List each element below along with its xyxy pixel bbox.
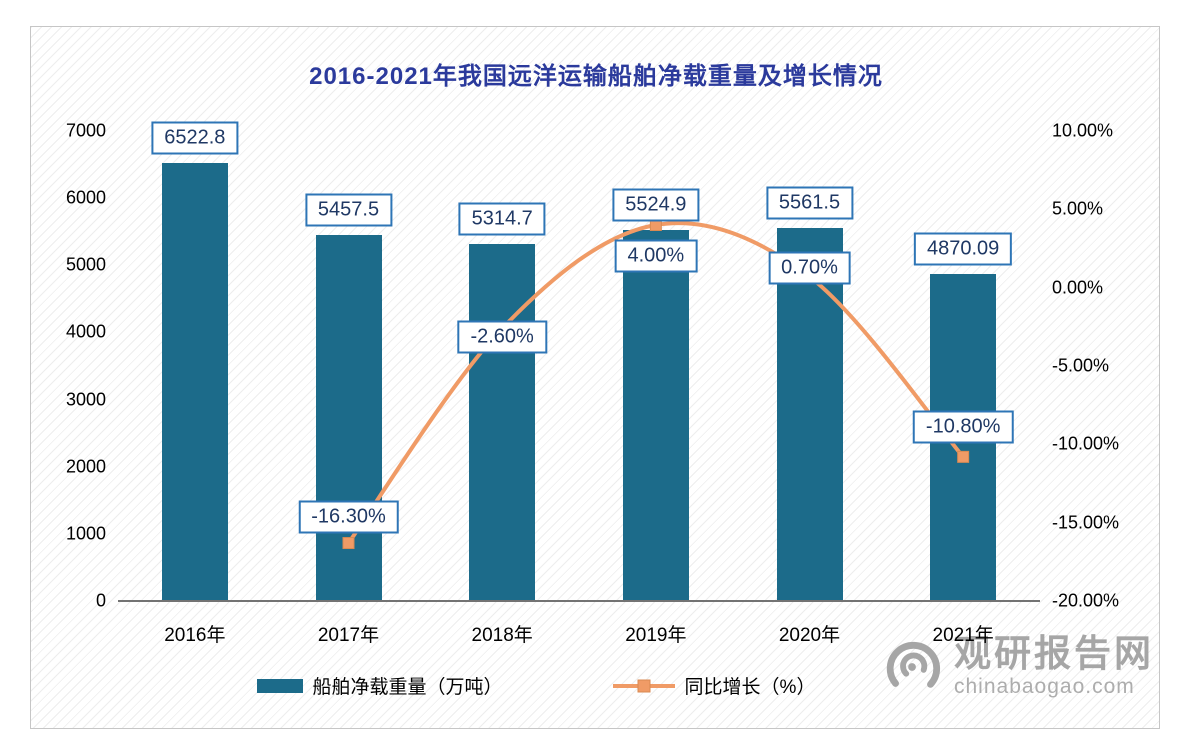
x-axis-label: 2021年 bbox=[932, 625, 994, 646]
right-axis-tick: 10.00% bbox=[1052, 120, 1114, 141]
bar bbox=[315, 234, 382, 601]
right-axis-tick: -10.00% bbox=[1052, 433, 1120, 454]
left-axis-tick: 7000 bbox=[65, 120, 106, 141]
bar-value-label: 5561.5 bbox=[765, 186, 854, 220]
left-axis-tick: 5000 bbox=[65, 254, 106, 275]
legend-item-line: 同比增长（%） bbox=[612, 672, 816, 699]
right-axis-tick: 0.00% bbox=[1052, 277, 1104, 298]
bar-value-label: 5524.9 bbox=[612, 188, 700, 222]
bar bbox=[161, 163, 228, 601]
bar bbox=[622, 230, 689, 601]
growth-value-label: -2.60% bbox=[457, 320, 547, 354]
right-axis-tick: -5.00% bbox=[1052, 355, 1110, 376]
legend-line-swatch bbox=[612, 679, 675, 692]
legend-line-marker-icon bbox=[637, 679, 651, 692]
bar-value-label: 5457.5 bbox=[304, 193, 393, 227]
watermark-logo-icon bbox=[886, 642, 941, 689]
left-axis-tick: 2000 bbox=[65, 456, 106, 477]
growth-value-label: -16.30% bbox=[298, 500, 399, 534]
x-axis-label: 2020年 bbox=[778, 625, 841, 646]
x-axis-line bbox=[118, 600, 1040, 602]
left-axis-tick: 1000 bbox=[65, 523, 106, 544]
legend-bar-label: 船舶净载重量（万吨） bbox=[312, 677, 503, 698]
legend-bar-swatch bbox=[256, 678, 303, 693]
watermark: 观研报告网 chinabaogao.com bbox=[882, 633, 1154, 699]
left-axis-tick: 0 bbox=[95, 590, 106, 611]
legend-item-bar: 船舶净载重量（万吨） bbox=[256, 672, 503, 699]
right-axis-tick: 5.00% bbox=[1052, 198, 1104, 219]
watermark-domain: chinabaogao.com bbox=[954, 674, 1135, 698]
growth-value-label: -10.80% bbox=[912, 410, 1014, 444]
right-axis-tick: -20.00% bbox=[1052, 590, 1120, 611]
left-axis-tick: 6000 bbox=[65, 187, 106, 208]
x-axis-label: 2017年 bbox=[317, 625, 380, 646]
right-axis-tick: -15.00% bbox=[1052, 512, 1120, 533]
chart-title: 2016-2021年我国远洋运输船舶净载重量及增长情况 bbox=[309, 63, 883, 90]
legend: 船舶净载重量（万吨） 同比增长（%） bbox=[0, 672, 1132, 699]
x-axis-label: 2018年 bbox=[471, 625, 533, 646]
x-axis-label: 2016年 bbox=[164, 625, 226, 646]
bar-value-label: 5314.7 bbox=[458, 202, 546, 236]
bar-value-label: 6522.8 bbox=[151, 121, 239, 155]
left-axis-tick: 4000 bbox=[65, 321, 106, 342]
watermark-text: 观研报告网 chinabaogao.com bbox=[954, 633, 1154, 699]
growth-value-label: 4.00% bbox=[614, 239, 698, 273]
left-axis-tick: 3000 bbox=[65, 389, 106, 410]
bar bbox=[469, 244, 536, 601]
legend-line-label: 同比增长（%） bbox=[684, 677, 816, 698]
growth-value-label: 0.70% bbox=[768, 251, 851, 285]
bar-value-label: 4870.09 bbox=[914, 232, 1013, 266]
watermark-site-name: 观研报告网 bbox=[954, 633, 1154, 674]
x-axis-label: 2019年 bbox=[625, 625, 687, 646]
